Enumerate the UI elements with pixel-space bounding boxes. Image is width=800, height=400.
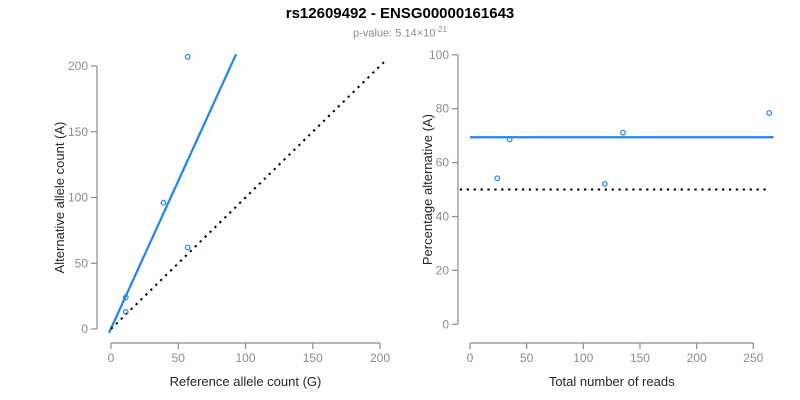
data-point xyxy=(184,244,191,251)
data-point xyxy=(160,199,167,206)
y-tick-label: 0 xyxy=(81,322,88,336)
y-tick-label: 100 xyxy=(429,48,449,62)
x-tick-label: 150 xyxy=(303,351,323,365)
y-tick-label: 40 xyxy=(436,210,450,224)
y-tick-label: 20 xyxy=(436,263,450,277)
y-tick-label: 60 xyxy=(436,156,450,170)
y-axis-label: Alternative allele count (A) xyxy=(52,122,67,274)
page-title: rs12609492 - ENSG00000161643 xyxy=(285,5,515,22)
data-point xyxy=(506,136,513,143)
data-point xyxy=(620,129,626,136)
x-tick-label: 0 xyxy=(467,351,474,365)
x-tick-label: 50 xyxy=(172,351,186,365)
x-tick-label: 100 xyxy=(573,351,593,365)
data-point xyxy=(766,110,773,116)
x-tick-label: 200 xyxy=(370,351,390,365)
x-axis-label: Reference allele count (G) xyxy=(170,374,322,389)
data-point xyxy=(601,180,608,187)
x-tick-label: 100 xyxy=(235,351,255,365)
x-tick-label: 200 xyxy=(687,351,707,365)
fit-line xyxy=(107,53,238,334)
x-tick-label: 50 xyxy=(520,351,534,365)
identity-line xyxy=(110,58,388,330)
pvalue-subtitle: p-value: 5.14×10-21 xyxy=(0,25,800,40)
x-tick-label: 0 xyxy=(108,351,115,365)
pvalue-exponent: -21 xyxy=(435,25,447,34)
x-tick-label: 150 xyxy=(630,351,650,365)
data-point xyxy=(122,294,129,301)
data-point xyxy=(184,53,191,60)
data-point xyxy=(494,175,501,182)
data-point xyxy=(122,309,129,315)
pvalue-text: p-value: 5.14×10 xyxy=(353,27,436,40)
y-tick-label: 100 xyxy=(68,191,88,205)
y-tick-label: 50 xyxy=(75,256,89,270)
y-tick-label: 80 xyxy=(436,102,450,116)
x-axis-label: Total number of reads xyxy=(549,374,675,389)
y-tick-label: 200 xyxy=(68,59,88,73)
y-axis-label: Percentage alternative (A) xyxy=(420,114,435,265)
y-tick-label: 0 xyxy=(442,317,449,331)
y-tick-label: 150 xyxy=(68,125,88,139)
plot-left: 0 50 100 150 200 0 50 100 150 200 Reference allele… xyxy=(52,53,390,389)
x-tick-label: 250 xyxy=(743,351,763,365)
plot-right: 0 20 40 60 80 100 0 50 100 150 200 250 Total number … xyxy=(420,48,774,389)
